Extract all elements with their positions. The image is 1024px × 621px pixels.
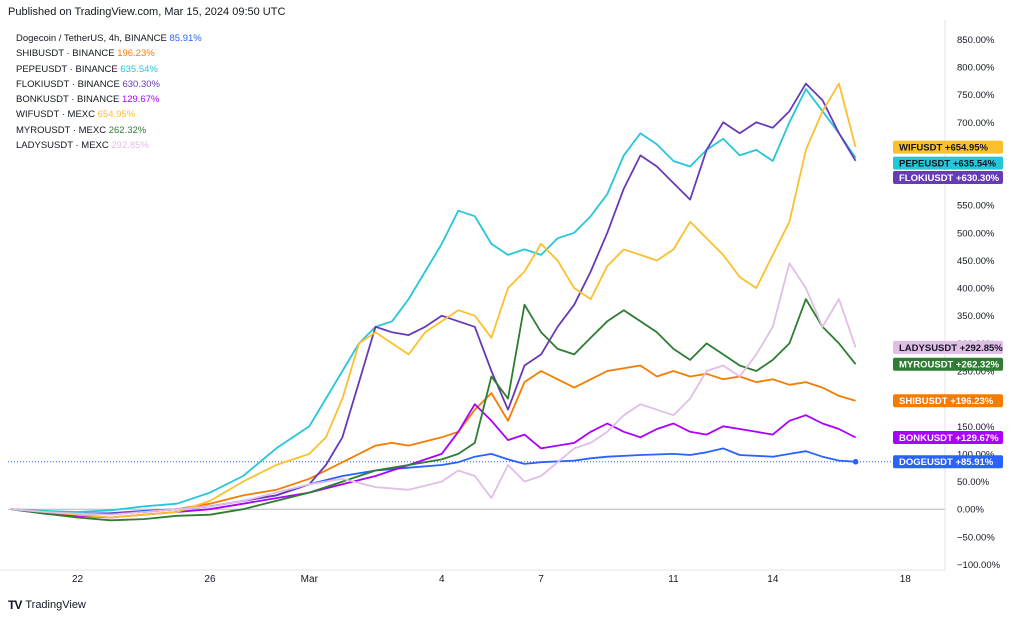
- legend-value: 292.85%: [111, 140, 149, 152]
- legend-symbol: BONKUSDT · BINANCE: [16, 94, 122, 106]
- badge-pepeusdt: PEPEUSDT +635.54%: [893, 156, 1003, 170]
- legend-row[interactable]: LADYSUSDT · MEXC 292.85%: [16, 138, 202, 153]
- series-line-myrousdt: [11, 298, 857, 522]
- badge-shibusdt: SHIBUSDT +196.23%: [893, 394, 1003, 408]
- y-axis[interactable]: −100.00% −50.00% 0.00% 50.00% 100.00% 150.00%…: [957, 35, 1001, 571]
- badge-label: BONKUSDT +129.67%: [899, 433, 999, 444]
- y-tick-label: 550.00%: [957, 201, 995, 212]
- legend-symbol: FLOKIUSDT · BINANCE: [16, 78, 123, 90]
- legend-row[interactable]: PEPEUSDT · BINANCE 635.54%: [16, 62, 202, 77]
- legend-value: 654.95%: [97, 109, 136, 121]
- x-tick-label: Mar: [301, 574, 319, 585]
- footer: TV TradingView: [8, 598, 86, 612]
- badge-label: LADYSUSDT +292.85%: [899, 343, 1003, 354]
- badge-flokiusdt: FLOKIUSDT +630.30%: [893, 171, 1003, 185]
- legend-row[interactable]: MYROUSDT · MEXC 262.32%: [16, 123, 202, 138]
- tradingview-logo-icon: TV: [8, 598, 22, 612]
- y-tick-label: 800.00%: [957, 62, 995, 73]
- legend-value: 635.54%: [120, 63, 158, 75]
- series-line-wifusdt: [11, 82, 857, 519]
- series-line-ladysusdt: [11, 262, 857, 516]
- y-tick-label: 700.00%: [957, 118, 995, 129]
- y-tick-label: 350.00%: [957, 311, 995, 322]
- y-tick-label: 500.00%: [957, 228, 995, 239]
- series-line-pepeusdt: [11, 88, 857, 513]
- legend-value: 630.30%: [122, 78, 160, 90]
- legend-symbol: Dogecoin / TetherUS, 4h, BINANCE: [16, 33, 170, 44]
- legend: Dogecoin / TetherUS, 4h, BINANCE 85.91% S…: [16, 31, 202, 153]
- legend-row[interactable]: FLOKIUSDT · BINANCE 630.30%: [16, 77, 202, 92]
- legend-symbol: MYROUSDT · MEXC: [16, 124, 109, 136]
- legend-symbol: LADYSUSDT · MEXC: [16, 140, 112, 152]
- legend-symbol: WIFUSDT · MEXC: [16, 109, 98, 121]
- legend-value: 196.23%: [117, 48, 155, 60]
- x-tick-label: 14: [767, 574, 779, 585]
- legend-value: 262.32%: [108, 124, 147, 136]
- legend-symbol: SHIBUSDT · BINANCE: [16, 48, 118, 60]
- legend-symbol: PEPEUSDT · BINANCE: [16, 63, 121, 75]
- y-tick-label: 50.00%: [957, 477, 990, 488]
- badge-ladysusdt: LADYSUSDT +292.85%: [893, 340, 1003, 354]
- badge-label: FLOKIUSDT +630.30%: [899, 173, 1000, 184]
- x-tick-label: 22: [72, 574, 84, 585]
- publish-header: Published on TradingView.com, Mar 15, 20…: [8, 6, 286, 18]
- series-line-bonkusdt: [11, 403, 857, 519]
- footer-brand: TradingView: [25, 599, 86, 611]
- badge-bonkusdt: BONKUSDT +129.67%: [893, 431, 1003, 445]
- badge-myrousdt: MYROUSDT +262.32%: [893, 357, 1003, 371]
- x-tick-label: 18: [900, 574, 912, 585]
- y-tick-label: 100.00%: [957, 449, 995, 460]
- x-axis[interactable]: 22 26 Mar 4 7 11 14 18: [72, 574, 911, 585]
- legend-row[interactable]: Dogecoin / TetherUS, 4h, BINANCE 85.91%: [16, 31, 202, 46]
- badge-dogeusdt: DOGEUSDT +85.91%: [893, 455, 1003, 469]
- y-tick-label: 250.00%: [957, 367, 995, 378]
- badge-label: WIFUSDT +654.95%: [899, 143, 989, 154]
- x-tick-label: 11: [668, 574, 679, 585]
- x-tick-label: 4: [439, 574, 445, 585]
- legend-row[interactable]: SHIBUSDT · BINANCE 196.23%: [16, 46, 202, 61]
- series-lines: [11, 82, 859, 522]
- y-tick-label: −50.00%: [957, 532, 995, 543]
- y-tick-label: 0.00%: [957, 505, 984, 516]
- doge-last-point: [852, 458, 859, 465]
- legend-value: 85.91%: [169, 33, 202, 44]
- y-tick-label: 450.00%: [957, 256, 995, 267]
- legend-row[interactable]: BONKUSDT · BINANCE 129.67%: [16, 92, 202, 107]
- price-badges: WIFUSDT +654.95% PEPEUSDT +635.54% FLOKIUS…: [893, 140, 1003, 469]
- y-tick-label: 750.00%: [957, 90, 995, 101]
- badge-label: PEPEUSDT +635.54%: [899, 159, 996, 170]
- badge-wifusdt: WIFUSDT +654.95%: [893, 140, 1003, 154]
- series-line-shibusdt: [11, 364, 856, 516]
- x-tick-label: 7: [538, 574, 544, 585]
- y-tick-label: 850.00%: [957, 35, 995, 46]
- y-tick-label: 150.00%: [957, 422, 995, 433]
- series-line-dogeusdt: [11, 447, 856, 515]
- y-tick-label: −100.00%: [957, 560, 1001, 571]
- y-tick-label: 400.00%: [957, 284, 995, 295]
- legend-row[interactable]: WIFUSDT · MEXC 654.95%: [16, 107, 202, 122]
- legend-value: 129.67%: [121, 94, 160, 106]
- badge-label: SHIBUSDT +196.23%: [899, 396, 994, 407]
- x-tick-label: 26: [204, 574, 216, 585]
- badge-label: DOGEUSDT +85.91%: [899, 457, 994, 468]
- badge-label: MYROUSDT +262.32%: [899, 360, 1000, 371]
